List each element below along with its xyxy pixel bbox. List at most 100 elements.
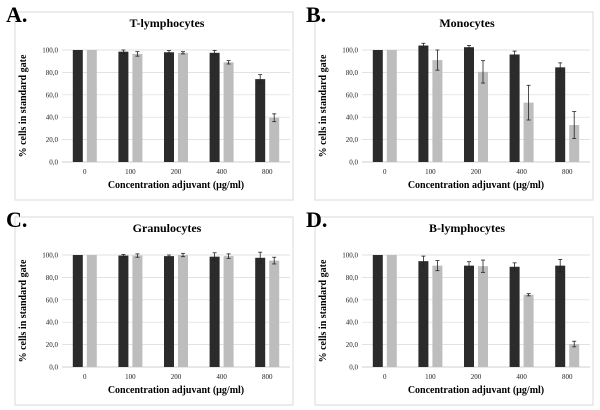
bar [478, 266, 488, 367]
bar [386, 50, 397, 162]
y-tick-label: 100,0 [42, 252, 58, 260]
y-axis-label: % cells in standard gate [18, 259, 29, 362]
x-tick-label: 400 [216, 373, 227, 381]
x-tick-label: 100 [125, 168, 136, 176]
y-tick-label: 80,0 [346, 69, 359, 77]
y-tick-label: 60,0 [346, 296, 359, 304]
y-tick-label: 60,0 [46, 91, 59, 99]
bar [372, 50, 383, 162]
y-tick-label: 40,0 [346, 319, 359, 327]
x-tick-label: 400 [516, 168, 527, 176]
panel-letter: A. [6, 2, 27, 27]
chart-title: T-lymphocytes [130, 16, 205, 30]
y-tick-label: 20,0 [346, 341, 359, 349]
chart-panel-b: B. Monocytes 0,0 20,0 40,0 60,0 80,0 100,0 0 100 2… [300, 0, 600, 205]
bar [269, 117, 280, 162]
bar [269, 260, 280, 367]
y-tick-label: 40,0 [46, 319, 59, 327]
bar [223, 256, 234, 367]
chart-svg: B. Monocytes 0,0 20,0 40,0 60,0 80,0 100,0 0 100 2… [306, 2, 594, 201]
bar [178, 255, 188, 367]
y-tick-label: 20,0 [46, 341, 59, 349]
x-axis-label: Concentration adjuvant (µg/ml) [108, 180, 244, 191]
x-tick-label: 100 [125, 373, 136, 381]
x-tick-label: 800 [562, 373, 573, 381]
bar [118, 51, 129, 162]
panel-letter: B. [306, 2, 326, 27]
bar [132, 255, 143, 367]
y-tick-label: 60,0 [346, 91, 359, 99]
x-axis-label: Concentration adjuvant (µg/ml) [408, 180, 544, 191]
y-tick-label: 80,0 [46, 274, 59, 282]
bar [418, 261, 429, 367]
bar [464, 265, 474, 367]
panel-frame [314, 11, 594, 201]
chart-title: Monocytes [439, 16, 495, 30]
bar [386, 255, 397, 367]
bar [132, 53, 143, 162]
bar [569, 125, 580, 162]
y-tick-label: 20,0 [346, 136, 359, 144]
y-tick-label: 80,0 [346, 274, 359, 282]
y-tick-label: 100,0 [342, 252, 358, 260]
y-tick-label: 0,0 [49, 159, 58, 167]
bar [255, 79, 266, 162]
bar [555, 67, 566, 162]
bar [555, 265, 566, 367]
x-tick-label: 0 [383, 373, 387, 381]
chart-svg: D. B-lymphocytes 0,0 20,0 40,0 60,0 80,0 100,0 0… [306, 207, 594, 406]
x-tick-label: 400 [216, 168, 227, 176]
bar [209, 256, 220, 367]
bar [464, 47, 474, 163]
y-tick-label: 0,0 [349, 159, 358, 167]
chart-title: Granulocytes [133, 221, 202, 235]
chart-svg: C. Granulocytes 0,0 20,0 40,0 60,0 80,0 100,0 0 1… [6, 207, 294, 406]
y-tick-label: 0,0 [49, 364, 58, 372]
bar [432, 265, 443, 367]
y-axis-label: % cells in standard gate [318, 259, 329, 362]
bar [209, 52, 220, 162]
y-tick-label: 100,0 [42, 47, 58, 55]
x-tick-label: 800 [262, 168, 273, 176]
bar [478, 71, 488, 162]
y-tick-label: 40,0 [46, 114, 59, 122]
bar [86, 50, 97, 162]
bar [523, 294, 534, 367]
y-tick-label: 60,0 [46, 296, 59, 304]
bar [178, 52, 188, 162]
y-tick-label: 40,0 [346, 114, 359, 122]
panel-frame [14, 216, 294, 406]
y-tick-label: 80,0 [46, 69, 59, 77]
panel-letter: D. [306, 207, 327, 232]
x-axis-label: Concentration adjuvant (µg/ml) [408, 385, 544, 396]
x-tick-label: 100 [425, 168, 436, 176]
bar [223, 62, 234, 162]
bar [72, 255, 83, 367]
x-tick-label: 200 [471, 373, 482, 381]
x-axis-label: Concentration adjuvant (µg/ml) [108, 385, 244, 396]
bar [418, 45, 429, 162]
x-tick-label: 200 [171, 168, 182, 176]
bar [164, 256, 174, 367]
x-tick-label: 400 [516, 373, 527, 381]
bar [255, 257, 266, 367]
bar [509, 266, 520, 367]
y-tick-label: 20,0 [46, 136, 59, 144]
x-tick-label: 800 [562, 168, 573, 176]
x-tick-label: 0 [83, 373, 87, 381]
x-tick-label: 200 [171, 373, 182, 381]
bar [86, 255, 97, 367]
y-tick-label: 0,0 [349, 364, 358, 372]
bar [509, 54, 520, 163]
bar [118, 255, 129, 367]
chart-panel-c: C. Granulocytes 0,0 20,0 40,0 60,0 80,0 100,0 0 1… [0, 205, 300, 410]
x-tick-label: 200 [471, 168, 482, 176]
bar [72, 50, 83, 162]
chart-svg: A. T-lymphocytes 0,0 20,0 40,0 60,0 80,0 100,0 0… [6, 2, 294, 201]
x-tick-label: 100 [425, 373, 436, 381]
bar [372, 255, 383, 367]
chart-title: B-lymphocytes [429, 221, 505, 235]
y-tick-label: 100,0 [342, 47, 358, 55]
chart-panel-a: A. T-lymphocytes 0,0 20,0 40,0 60,0 80,0 100,0 0… [0, 0, 300, 205]
bar [569, 344, 580, 367]
